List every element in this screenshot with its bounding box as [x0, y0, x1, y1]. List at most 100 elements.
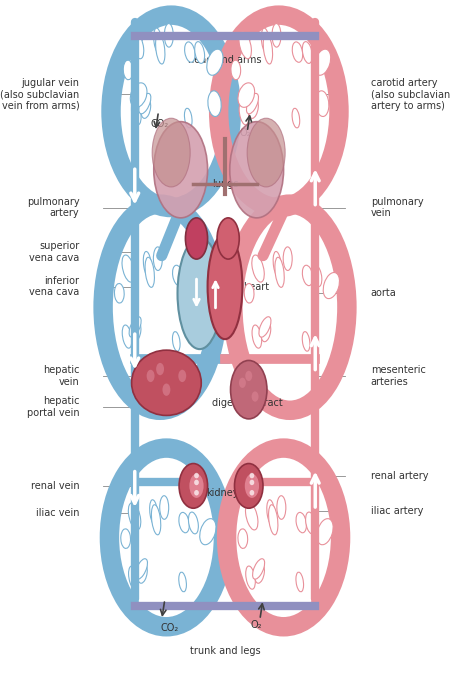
Ellipse shape: [252, 325, 261, 348]
Ellipse shape: [179, 513, 189, 533]
Ellipse shape: [172, 332, 180, 351]
Ellipse shape: [153, 247, 162, 270]
Ellipse shape: [250, 490, 254, 495]
Ellipse shape: [317, 519, 333, 544]
Ellipse shape: [121, 529, 130, 549]
Ellipse shape: [315, 49, 331, 75]
Ellipse shape: [179, 572, 186, 592]
Text: pulmonary
artery: pulmonary artery: [27, 197, 79, 218]
Ellipse shape: [185, 218, 207, 259]
Ellipse shape: [172, 265, 183, 286]
Ellipse shape: [273, 251, 281, 277]
Ellipse shape: [234, 464, 263, 509]
Ellipse shape: [131, 350, 201, 415]
Ellipse shape: [302, 41, 312, 63]
Text: aorta: aorta: [371, 288, 396, 299]
Ellipse shape: [194, 490, 199, 495]
Ellipse shape: [296, 572, 304, 592]
Ellipse shape: [184, 108, 192, 128]
Text: pulmonary
vein: pulmonary vein: [371, 197, 423, 218]
Ellipse shape: [292, 42, 303, 62]
Ellipse shape: [164, 23, 173, 47]
Text: liver: liver: [176, 388, 198, 398]
Text: digestive tract: digestive tract: [212, 398, 283, 408]
Ellipse shape: [182, 265, 192, 287]
Ellipse shape: [238, 529, 248, 549]
Ellipse shape: [231, 60, 241, 80]
Ellipse shape: [122, 255, 135, 282]
Ellipse shape: [306, 512, 315, 534]
Ellipse shape: [135, 559, 148, 579]
Ellipse shape: [162, 384, 171, 396]
Ellipse shape: [259, 317, 271, 337]
Ellipse shape: [154, 121, 207, 218]
Ellipse shape: [143, 251, 152, 277]
Text: head and arms: head and arms: [188, 55, 262, 65]
Ellipse shape: [150, 500, 158, 525]
Ellipse shape: [283, 247, 292, 270]
Ellipse shape: [252, 559, 265, 579]
Text: CO₂: CO₂: [151, 119, 169, 129]
Ellipse shape: [217, 218, 239, 259]
Ellipse shape: [179, 464, 207, 509]
Ellipse shape: [114, 284, 124, 303]
Ellipse shape: [131, 32, 144, 59]
Text: O₂: O₂: [251, 620, 262, 631]
Text: mesenteric
arteries: mesenteric arteries: [371, 365, 426, 386]
Ellipse shape: [261, 28, 270, 53]
Ellipse shape: [208, 91, 221, 117]
Ellipse shape: [275, 257, 284, 287]
Text: heart: heart: [243, 282, 270, 292]
Ellipse shape: [255, 563, 265, 583]
Text: renal artery: renal artery: [371, 471, 428, 480]
Ellipse shape: [147, 370, 154, 382]
Ellipse shape: [302, 265, 313, 286]
Text: inferior
vena cava: inferior vena cava: [29, 276, 79, 297]
Ellipse shape: [247, 118, 285, 187]
Ellipse shape: [249, 99, 258, 119]
Text: jugular vein
(also subclavian
vein from arms): jugular vein (also subclavian vein from …: [0, 77, 79, 111]
Text: lungs: lungs: [212, 179, 238, 188]
Ellipse shape: [250, 480, 254, 485]
Text: iliac vein: iliac vein: [36, 509, 79, 518]
Ellipse shape: [269, 504, 278, 535]
Ellipse shape: [245, 371, 252, 381]
Text: iliac artery: iliac artery: [371, 506, 423, 516]
Ellipse shape: [141, 99, 151, 119]
Ellipse shape: [156, 34, 165, 64]
Ellipse shape: [292, 108, 300, 128]
Ellipse shape: [194, 473, 199, 478]
Ellipse shape: [139, 93, 151, 114]
Ellipse shape: [230, 121, 284, 218]
Text: kidneys: kidneys: [206, 488, 244, 497]
Ellipse shape: [238, 83, 255, 108]
Ellipse shape: [207, 234, 243, 339]
Ellipse shape: [246, 566, 255, 589]
Ellipse shape: [138, 563, 147, 583]
Ellipse shape: [122, 325, 132, 348]
Ellipse shape: [261, 322, 271, 342]
Ellipse shape: [267, 500, 275, 525]
Ellipse shape: [315, 91, 329, 117]
Ellipse shape: [252, 391, 259, 402]
Ellipse shape: [239, 32, 252, 59]
Text: hepatic
portal vein: hepatic portal vein: [27, 396, 79, 417]
Ellipse shape: [184, 42, 195, 62]
Ellipse shape: [239, 101, 249, 125]
Ellipse shape: [200, 519, 216, 544]
Ellipse shape: [277, 495, 286, 520]
Ellipse shape: [252, 255, 264, 282]
Ellipse shape: [239, 377, 246, 388]
Ellipse shape: [123, 60, 133, 80]
Ellipse shape: [130, 83, 147, 108]
Text: CO₂: CO₂: [161, 623, 179, 633]
Ellipse shape: [323, 273, 339, 299]
Ellipse shape: [152, 118, 190, 187]
Ellipse shape: [128, 503, 141, 530]
Text: trunk and legs: trunk and legs: [190, 646, 260, 656]
Ellipse shape: [156, 363, 164, 375]
Ellipse shape: [195, 41, 205, 63]
Ellipse shape: [131, 322, 141, 342]
Text: superior
vena cava: superior vena cava: [29, 241, 79, 263]
Ellipse shape: [272, 23, 281, 47]
